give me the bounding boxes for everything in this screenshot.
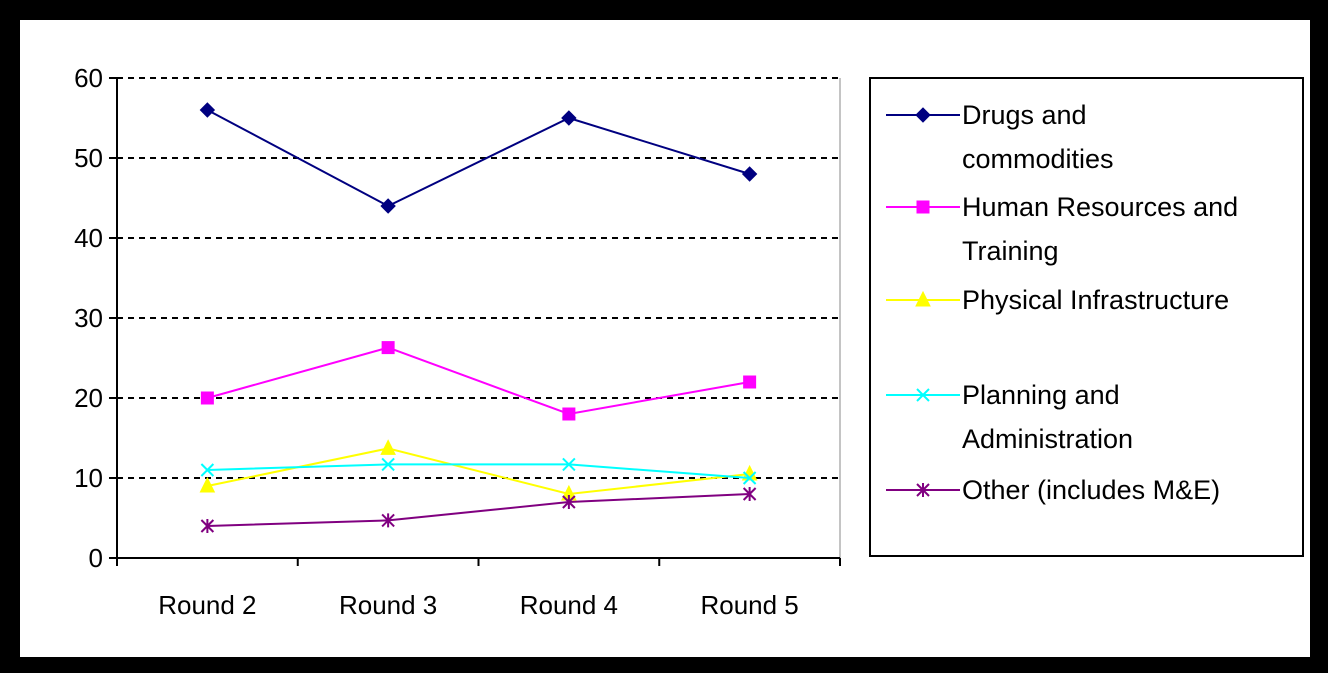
legend-label: Administration xyxy=(962,424,1133,454)
legend-entry: Drugs and commodities xyxy=(886,100,1114,174)
legend-label: Training xyxy=(962,236,1059,266)
data-point xyxy=(561,110,577,126)
series-3 xyxy=(200,457,757,485)
legend-label: Drugs and xyxy=(962,100,1087,130)
series-2 xyxy=(199,439,758,501)
series-line xyxy=(207,463,750,479)
series-1 xyxy=(200,341,757,421)
legend-entry: Human Resources and Training xyxy=(886,192,1238,266)
legend-entry: Physical Infrastructure xyxy=(886,285,1229,315)
legend-marker xyxy=(916,200,930,214)
data-point xyxy=(743,375,757,389)
legend-entry: Other (includes M&E) xyxy=(886,475,1220,505)
x-tick-label: Round 2 xyxy=(158,590,256,620)
line-chart: 0 10 20 30 40 50 60 Round 2 Round 3 Round 4 Round … xyxy=(74,63,1304,620)
series-4 xyxy=(200,487,757,533)
legend-entry: Planning and Administration xyxy=(886,380,1133,454)
data-point xyxy=(199,476,216,493)
series-line xyxy=(207,493,750,527)
legend-label: commodities xyxy=(962,144,1114,174)
x-tick-label: Round 5 xyxy=(700,590,798,620)
data-point xyxy=(381,513,395,528)
data-point xyxy=(381,341,395,355)
series-0 xyxy=(199,102,758,214)
legend-marker xyxy=(915,107,931,123)
chart-frame: 0 10 20 30 40 50 60 Round 2 Round 3 Round 4 Round … xyxy=(20,20,1310,657)
series-line xyxy=(206,109,750,208)
y-tick-label: 10 xyxy=(74,463,103,493)
legend-label: Planning and xyxy=(962,380,1120,410)
legend-box xyxy=(869,77,1304,557)
x-tick-label: Round 3 xyxy=(339,590,437,620)
legend-marker xyxy=(916,388,930,402)
y-tick-label: 50 xyxy=(74,143,103,173)
data-point xyxy=(742,471,757,485)
legend-label: Human Resources and xyxy=(962,192,1238,222)
data-point xyxy=(199,102,216,118)
y-tick-label: 40 xyxy=(74,223,103,253)
data-point xyxy=(562,495,576,509)
data-point xyxy=(200,519,215,533)
data-point xyxy=(742,487,757,501)
legend-marker xyxy=(915,290,931,307)
y-tick-label: 0 xyxy=(89,543,103,573)
data-point xyxy=(381,457,395,472)
data-point xyxy=(380,198,396,214)
data-point xyxy=(562,407,576,421)
data-point xyxy=(562,457,576,472)
data-point xyxy=(741,166,758,182)
series-line xyxy=(207,346,750,416)
y-tick-label: 30 xyxy=(74,303,103,333)
x-tick-label: Round 4 xyxy=(520,590,618,620)
legend-label: Other (includes M&E) xyxy=(962,475,1220,505)
y-tick-label: 60 xyxy=(74,63,103,93)
y-tick-label: 20 xyxy=(74,383,103,413)
legend-marker xyxy=(916,483,930,497)
data-point xyxy=(741,464,758,481)
data-point xyxy=(200,463,215,477)
data-point xyxy=(200,391,214,405)
legend-label: Physical Infrastructure xyxy=(962,285,1229,315)
data-point xyxy=(380,439,396,455)
